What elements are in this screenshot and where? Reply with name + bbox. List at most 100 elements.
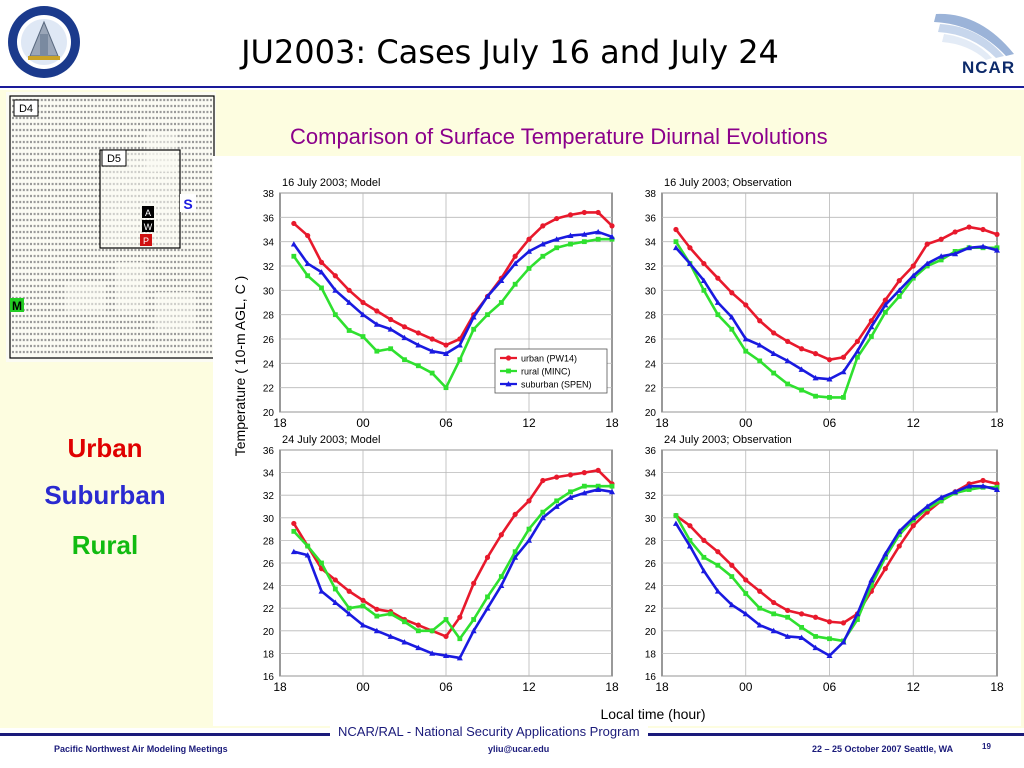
rural-point (687, 538, 693, 543)
rural-point (581, 239, 587, 245)
suburban-point (609, 488, 615, 495)
suburban-point (318, 269, 325, 275)
suburban-point (896, 287, 903, 293)
x-tick-label: 00 (739, 416, 753, 430)
rural-point (855, 354, 860, 360)
rural-point (882, 309, 888, 315)
y-tick-label: 38 (263, 189, 275, 200)
urban-point (505, 355, 512, 361)
urban-point (938, 236, 944, 242)
x-tick-label: 18 (605, 680, 619, 694)
rural-point (457, 636, 463, 642)
rural-point (332, 586, 338, 592)
rural-point (813, 393, 818, 399)
y-tick-label: 36 (645, 446, 657, 457)
suburban-point (910, 272, 917, 279)
urban-point (346, 287, 352, 293)
rural-point (526, 266, 532, 271)
urban-point (757, 588, 763, 594)
rural-point (471, 326, 477, 332)
rural-point (938, 257, 944, 263)
x-tick-label: 06 (823, 416, 837, 430)
suburban-point (456, 342, 463, 348)
suburban-point (456, 654, 463, 661)
suburban-point (567, 232, 574, 238)
suburban-point (854, 610, 861, 617)
title-divider (0, 86, 1024, 88)
suburban-point (686, 543, 693, 549)
urban-point (429, 336, 435, 342)
urban-point (526, 498, 532, 504)
footer-email[interactable]: yliu@ucar.edu (488, 744, 550, 754)
rural-point (305, 543, 311, 549)
rural-point (868, 334, 874, 339)
urban-point (896, 278, 902, 284)
urban-point (512, 511, 518, 518)
suburban-point (672, 520, 679, 526)
suburban-point (826, 376, 833, 382)
site-m-label: M (12, 299, 22, 313)
urban-point (526, 236, 532, 242)
rural-point (415, 628, 421, 634)
y-tick-label: 22 (263, 604, 275, 615)
rural-point (841, 395, 846, 400)
y-tick-label: 38 (645, 189, 657, 200)
urban-point (554, 474, 560, 480)
rural-point (346, 605, 352, 611)
urban-point (715, 549, 721, 555)
rural-point (402, 357, 407, 363)
suburban-point (882, 301, 889, 308)
y-tick-label: 28 (263, 311, 275, 322)
suburban-point (553, 503, 560, 509)
urban-point (882, 297, 888, 303)
suburban-point (784, 633, 791, 639)
suburban-point (686, 260, 693, 266)
suburban-point (728, 601, 735, 608)
suburban-point (539, 514, 546, 521)
rural-point (609, 483, 615, 489)
rural-point (526, 526, 532, 532)
rural-point (938, 498, 944, 504)
suburban-point (443, 652, 449, 659)
urban-point (471, 580, 477, 586)
suburban-point (415, 342, 422, 348)
y-axis-label: Temperature ( 10-m AGL, C ) (232, 276, 248, 457)
urban-point (840, 354, 847, 360)
suburban-point (512, 554, 519, 560)
rural-point (415, 363, 421, 369)
urban-point (512, 253, 518, 259)
y-tick-label: 18 (263, 649, 275, 660)
domain-map: D4 D5 A W P S M (6, 92, 216, 362)
urban-point (498, 532, 504, 538)
urban-point (554, 215, 560, 222)
rural-point (388, 346, 394, 352)
rural-point (568, 241, 573, 247)
suburban-point (505, 381, 512, 387)
x-tick-label: 06 (439, 416, 453, 430)
urban-point (457, 614, 463, 620)
x-tick-label: 12 (907, 416, 921, 430)
panel-title: 24 July 2003; Model (282, 434, 380, 446)
urban-point (687, 523, 693, 529)
suburban-point (581, 489, 588, 496)
suburban-label: Suburban (44, 480, 166, 510)
rural-point (701, 287, 707, 293)
suburban-point (429, 348, 436, 354)
chart-panel-1: 20 22 24 26 28 30 32 34 36 38 18 00 06 12 18 16 July 20… (263, 177, 619, 430)
site-a-label: A (145, 208, 151, 218)
suburban-point (910, 514, 917, 521)
x-tick-label: 00 (356, 416, 370, 430)
rural-point (388, 611, 394, 617)
y-tick-label: 20 (263, 627, 275, 638)
urban-point (305, 232, 311, 239)
suburban-point (714, 588, 721, 594)
suburban-point (742, 610, 749, 617)
rural-point (896, 532, 902, 538)
suburban-point (484, 605, 491, 611)
y-tick-label: 22 (645, 604, 657, 615)
suburban-point (332, 287, 339, 293)
urban-point (332, 273, 338, 279)
suburban-point (784, 357, 791, 364)
suburban-point (290, 241, 297, 247)
